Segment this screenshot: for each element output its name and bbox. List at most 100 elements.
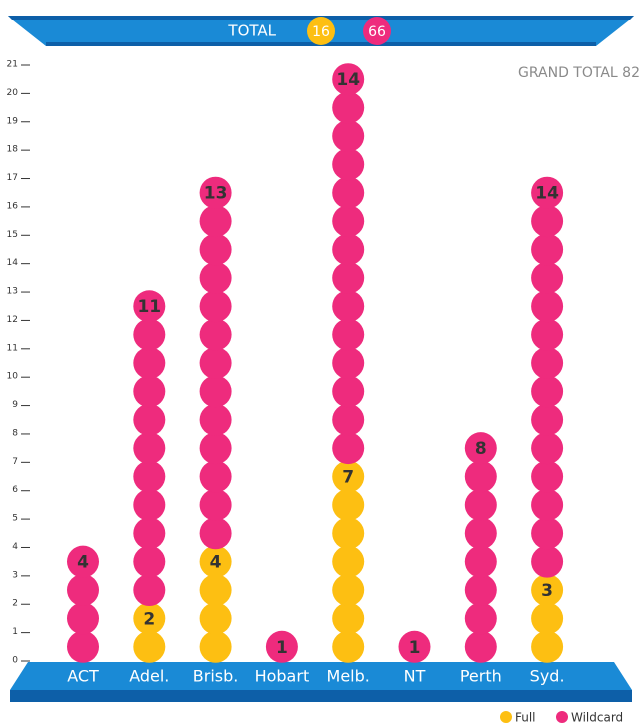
dot [332,205,365,238]
dot [398,630,431,663]
dot [464,488,497,521]
dot [199,290,232,323]
dot [332,460,365,493]
x-tick-label: Syd. [530,667,565,686]
dot [531,517,564,550]
dot [332,63,365,96]
y-tick-label: 6 [12,485,18,495]
dot [67,630,99,663]
dot [133,432,166,465]
y-tick-label: 4 [12,542,18,552]
y-tick-label: 20 [7,88,19,98]
dot [199,205,232,238]
y-tick-label: 11 [7,343,18,353]
dot [332,119,365,152]
dot [133,290,166,323]
y-tick-label: 1 [12,627,18,637]
y-tick-label: 8 [12,428,18,438]
dot [332,574,365,607]
dot [199,517,232,550]
dot [199,403,232,436]
y-tick-label: 7 [12,457,18,467]
y-tick-label: 12 [7,315,18,325]
y-tick-label: 10 [7,372,19,382]
value-label: 3 [541,581,553,601]
total-dot [363,17,391,45]
value-label: 4 [77,553,89,573]
dot [199,233,232,266]
y-tick-label: 17 [7,173,18,183]
dot [199,347,232,379]
dot [531,261,564,294]
dot [332,261,365,294]
base-shadow [10,690,632,702]
dot [464,432,497,465]
x-tick-label: Adel. [129,667,169,686]
dot [332,488,365,521]
value-label: 4 [210,553,222,573]
dot [67,545,99,578]
y-tick-label: 15 [7,230,18,240]
y-tick-label: 3 [12,570,18,580]
total-label: TOTAL [227,22,276,40]
x-tick-label: Hobart [255,667,310,686]
base-band [10,662,632,690]
dot [199,488,232,521]
legend-swatch [500,711,512,723]
dot [199,545,232,578]
y-tick-label: 19 [7,116,19,126]
value-label: 1 [276,638,288,658]
y-tick-label: 9 [12,400,18,410]
y-tick-label: 16 [7,201,19,211]
y-tick-label: 18 [7,145,19,155]
dot [531,488,564,521]
dot [133,460,166,493]
dot [133,574,166,607]
dot [199,574,232,607]
dot [332,375,365,408]
dot [531,574,564,607]
dot [332,403,365,436]
dot [531,602,564,635]
dot [531,205,564,238]
dot [332,318,365,351]
value-label: 2 [143,609,155,629]
dot [133,347,166,379]
value-label: 8 [475,439,487,459]
dot [332,517,365,550]
y-tick-label: 21 [7,60,18,70]
dot [199,460,232,493]
dot [67,574,99,607]
dot [531,318,564,351]
value-label: 13 [204,184,228,204]
dot [332,432,365,465]
dot [332,233,365,266]
dot [199,602,232,635]
y-tick-label: 14 [7,258,19,268]
dot [199,318,232,351]
total-dot [307,17,335,45]
value-label: 14 [336,70,360,90]
y-tick-label: 13 [7,287,18,297]
x-tick-label: ACT [67,667,99,686]
dot [199,261,232,294]
dot [464,574,497,607]
dot [199,176,232,209]
dot [133,403,166,436]
grand-total-value: 82 [622,65,640,81]
dot [531,460,564,493]
dot [464,545,497,578]
dot [464,517,497,550]
dot [464,460,497,493]
x-tick-label: NT [404,667,426,686]
dot [332,347,365,379]
dot [332,148,365,181]
value-label: 7 [342,468,354,488]
dot [464,630,497,663]
dot [265,630,298,663]
dot [332,290,365,323]
y-tick-label: 5 [12,514,18,524]
dot [531,403,564,436]
